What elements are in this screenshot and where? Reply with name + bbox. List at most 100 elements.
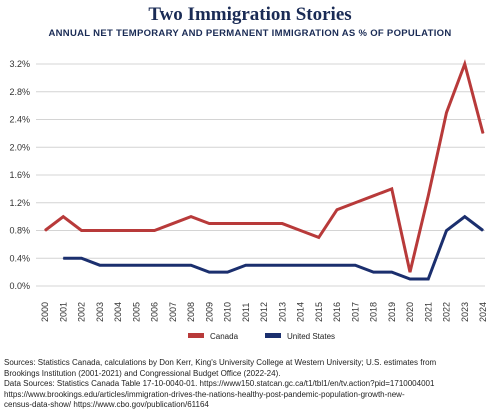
x-tick-label: 2018 — [369, 302, 379, 322]
data-point — [446, 230, 447, 231]
data-point — [62, 257, 64, 259]
sources-line: Sources: Statistics Canada, calculations… — [4, 358, 437, 367]
x-tick-label: 2019 — [387, 302, 397, 322]
data-point — [245, 223, 247, 225]
data-point — [263, 223, 265, 225]
data-point — [263, 264, 265, 266]
data-point — [373, 271, 374, 273]
data-point — [409, 271, 411, 273]
legend-label: Canada — [210, 332, 239, 341]
data-point — [62, 216, 64, 218]
data-point — [482, 230, 484, 231]
data-point — [373, 195, 374, 197]
data-point — [154, 230, 155, 231]
series-line-canada — [44, 59, 485, 273]
x-tick-label: 2017 — [350, 302, 360, 322]
x-tick-label: 2022 — [442, 302, 452, 322]
y-tick-label: 1.2% — [9, 198, 30, 208]
grid-lines — [36, 63, 485, 287]
data-point — [318, 236, 320, 238]
data-point — [227, 271, 228, 273]
x-tick-label: 2004 — [113, 302, 123, 322]
x-tick-label: 2000 — [40, 302, 50, 322]
data-point — [135, 264, 137, 266]
y-tick-label: 1.6% — [9, 170, 30, 180]
data-point — [409, 278, 411, 280]
data-point — [391, 188, 393, 190]
x-tick-labels: 2000 2001 2002 2003 2004 2005 2006 2007 2008 2009… — [40, 302, 488, 322]
data-point — [154, 264, 155, 266]
x-tick-label: 2024 — [478, 302, 488, 322]
x-tick-label: 2007 — [168, 302, 178, 322]
x-tick-label: 2016 — [332, 302, 342, 322]
x-tick-label: 2006 — [150, 302, 160, 322]
x-tick-label: 2021 — [423, 302, 433, 322]
sources-line: Brookings Institution (2001-2021) and Co… — [4, 368, 281, 378]
data-point — [208, 271, 210, 273]
x-tick-label: 2008 — [186, 302, 196, 322]
x-tick-label: 2001 — [58, 302, 68, 322]
data-point — [44, 230, 46, 231]
legend-label: United States — [287, 332, 335, 341]
data-point — [81, 257, 82, 259]
y-tick-label: 2.0% — [9, 142, 30, 152]
data-point — [427, 278, 429, 280]
data-point — [190, 264, 192, 266]
x-tick-label: 2015 — [314, 302, 324, 322]
chart-title: Two Immigration Stories — [148, 4, 352, 25]
data-point — [427, 195, 429, 197]
data-point — [354, 202, 356, 204]
data-point — [99, 230, 101, 231]
data-point — [446, 112, 447, 114]
data-point — [281, 223, 283, 225]
x-tick-label: 2020 — [405, 302, 415, 322]
data-point — [208, 223, 210, 225]
x-tick-label: 2011 — [241, 303, 251, 322]
x-tick-label: 2013 — [277, 302, 287, 322]
chart-subtitle: ANNUAL NET TEMPORARY AND PERMANENT IMMIG… — [48, 28, 452, 39]
sources-note: Sources: Statistics Canada, calculations… — [4, 358, 500, 411]
data-point — [190, 216, 192, 218]
x-tick-label: 2012 — [259, 302, 269, 322]
x-tick-label: 2002 — [77, 302, 87, 322]
data-point — [482, 132, 484, 134]
line-chart: 0.0% 0.4% 0.8% 1.2% 1.6% 2.0% 2.4% 2.8% 3.2% 200… — [9, 59, 488, 341]
y-tick-label: 2.4% — [9, 115, 30, 125]
data-point — [172, 264, 174, 266]
legend-swatch — [265, 333, 281, 338]
legend-swatch — [188, 333, 204, 338]
y-tick-labels: 0.0% 0.4% 0.8% 1.2% 1.6% 2.0% 2.4% 2.8% 3.2% — [9, 59, 30, 291]
x-tick-label: 2005 — [131, 302, 141, 322]
data-point — [81, 230, 82, 231]
data-point — [135, 230, 137, 231]
data-point — [336, 209, 338, 211]
data-point — [245, 264, 247, 266]
x-tick-label: 2009 — [204, 302, 214, 322]
series-lines — [44, 59, 485, 281]
y-tick-label: 2.8% — [9, 87, 30, 97]
data-point — [172, 223, 174, 225]
data-point — [281, 264, 283, 266]
data-point — [391, 271, 393, 273]
x-tick-label: 2010 — [223, 302, 233, 322]
data-point — [99, 264, 101, 266]
y-tick-label: 0.4% — [9, 253, 30, 263]
data-point — [464, 63, 466, 65]
data-point — [227, 223, 228, 225]
x-tick-label: 2003 — [95, 302, 105, 322]
data-point — [354, 264, 356, 266]
y-tick-label: 0.8% — [9, 226, 30, 236]
series-line-united-states — [63, 214, 484, 281]
sources-line: census-data-show/ https://www.cbo.gov/pu… — [4, 400, 209, 409]
data-point — [318, 264, 320, 266]
y-tick-label: 0.0% — [9, 281, 30, 291]
sources-line: https://www.brookings.edu/articles/immig… — [4, 389, 405, 399]
data-point — [117, 230, 119, 231]
x-tick-label: 2023 — [460, 302, 470, 322]
data-point — [336, 264, 338, 266]
data-point — [300, 264, 301, 266]
data-point — [117, 264, 119, 266]
x-tick-label: 2014 — [296, 302, 306, 322]
legend: Canada United States — [188, 332, 335, 341]
sources-line: Data Sources: Statistics Canada Table 17… — [4, 379, 435, 388]
